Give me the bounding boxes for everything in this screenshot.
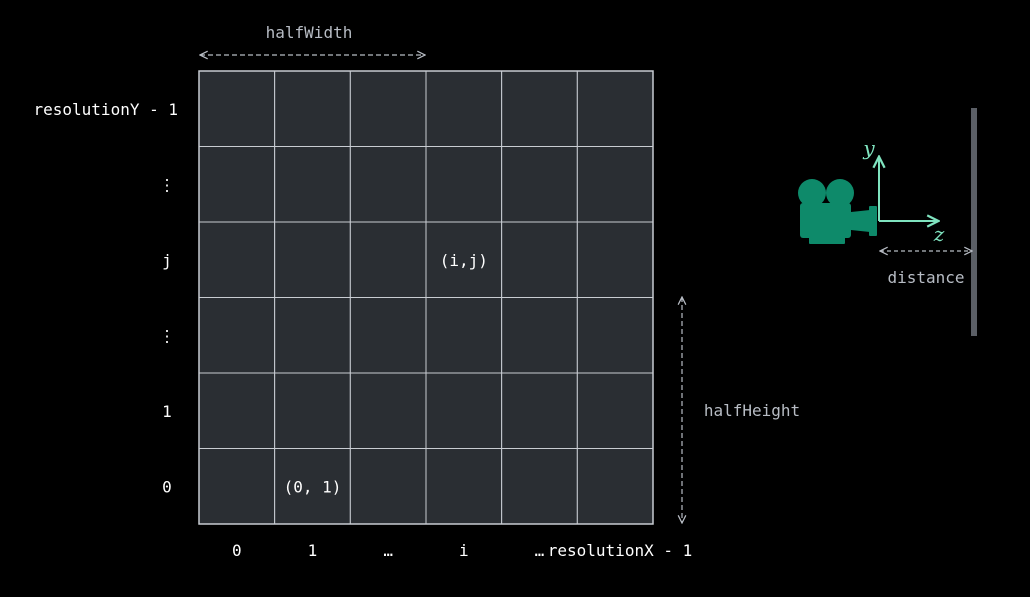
column-label: … [383,541,393,560]
grid-cell [349,297,427,374]
row-label: 0 [162,477,172,496]
grid-cell [425,70,503,147]
grid-cell [425,448,503,525]
grid-cell [425,297,503,374]
grid-cell [349,221,427,298]
row-label: j [162,251,172,270]
grid-cell [274,297,351,374]
half-width-label: halfWidth [266,23,353,42]
grid-cell [349,372,427,449]
grid-cell [274,146,351,223]
grid-cell [501,448,578,525]
grid-cell [576,70,654,147]
grid-cell [501,146,578,223]
column-labels: 0 1… i… resolutionX - 1 [232,541,692,560]
image-plane [971,108,977,336]
y-axis-label: y [862,136,875,160]
z-axis-label: z [933,222,945,246]
grid-cell [198,372,276,449]
grid-cell [576,221,654,298]
half-width-dimension: halfWidth [200,23,425,55]
grid-cell [198,70,276,147]
grid-cell [274,221,351,298]
distance-label: distance [887,268,964,287]
grid-border [198,70,654,525]
row-labels: resolutionY - 1 ⋮ j ⋮ 1 0 [34,100,179,497]
pixel-grid [198,70,654,525]
grid-cell [274,372,351,449]
grid-cell [501,221,578,298]
movie-camera-icon [798,179,877,244]
grid-cell [274,70,351,147]
grid-cell [576,448,654,525]
grid-cell [274,448,351,525]
row-label: resolutionY - 1 [34,100,179,119]
column-label: 1 [308,541,318,560]
grid-cell [198,297,276,374]
grid-cell [198,448,276,525]
grid-cell [425,221,503,298]
grid-cell [349,70,427,147]
grid-cell [501,70,578,147]
camera-group: y z distance [798,108,977,336]
grid-cell [425,372,503,449]
grid-cell [349,146,427,223]
column-label: 0 [232,541,242,560]
grid-cell [576,372,654,449]
grid-cell [198,146,276,223]
grid-cell [576,146,654,223]
half-height-dimension: halfHeight [682,297,800,523]
column-label: i [459,541,469,560]
grid-cell [501,372,578,449]
grid-cell [198,221,276,298]
grid-cell [425,146,503,223]
cell-labels: (i,j) (0, 1) [284,251,488,497]
grid-cell [501,297,578,374]
row-label: 1 [162,402,172,421]
grid-cell [576,297,654,374]
row-label: ⋮ [159,326,175,345]
cell-coordinate-label: (i,j) [440,251,488,270]
column-label: resolutionX - 1 [548,541,693,560]
cell-coordinate-label: (0, 1) [284,477,342,496]
row-label: ⋮ [159,175,175,194]
half-height-label: halfHeight [704,401,800,420]
column-label: … [535,541,545,560]
grid-cell [349,448,427,525]
